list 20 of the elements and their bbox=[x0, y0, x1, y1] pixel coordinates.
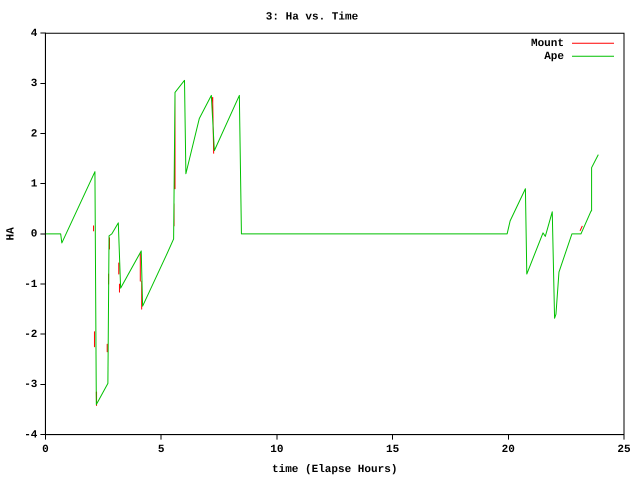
legend-label: Ape bbox=[544, 50, 564, 63]
y-axis-title: HA bbox=[5, 226, 18, 240]
x-axis-title: time (Elapse Hours) bbox=[272, 464, 398, 476]
y-tick-label: -4 bbox=[24, 429, 38, 442]
x-tick-label: 25 bbox=[617, 444, 631, 456]
y-tick-label: 4 bbox=[30, 28, 38, 40]
x-tick-label: 15 bbox=[386, 444, 400, 456]
y-tick-label: -3 bbox=[24, 379, 38, 392]
chart-title: 3: Ha vs. Time bbox=[266, 11, 359, 24]
x-tick-label: 10 bbox=[270, 444, 284, 456]
y-tick-label: -2 bbox=[24, 329, 38, 342]
legend-label: Mount bbox=[530, 38, 564, 50]
y-tick-label: 2 bbox=[30, 128, 38, 140]
y-tick-label: -1 bbox=[24, 278, 38, 291]
y-tick-label: 3 bbox=[30, 78, 38, 90]
x-tick-label: 0 bbox=[42, 444, 49, 456]
x-tick-label: 20 bbox=[502, 444, 515, 456]
y-tick-label: 1 bbox=[30, 178, 38, 190]
x-tick-label: 5 bbox=[158, 444, 165, 456]
y-tick-label: 0 bbox=[30, 228, 38, 241]
